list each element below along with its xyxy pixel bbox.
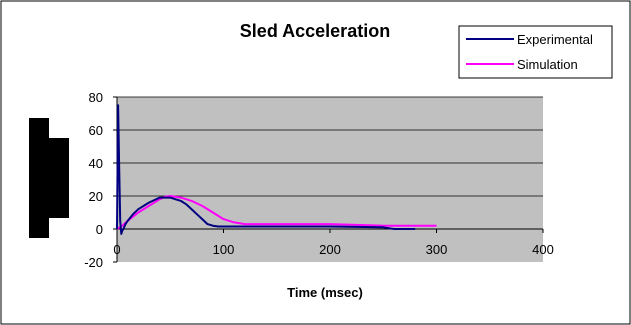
- y-tick-label: 40: [89, 156, 103, 171]
- x-tick-label: 400: [532, 242, 554, 257]
- y-tick-label: 80: [89, 90, 103, 105]
- y-tick-label: 20: [89, 189, 103, 204]
- legend: Experimental Simulation: [458, 25, 613, 79]
- x-tick-label: 200: [319, 242, 341, 257]
- legend-box: [458, 25, 613, 79]
- left-black-bar-1: [29, 118, 49, 238]
- x-axis-title: Time (msec): [287, 285, 363, 300]
- y-tick-label: 0: [96, 222, 103, 237]
- legend-label-experimental: Experimental: [517, 32, 593, 47]
- series-line-simulation: [116, 195, 437, 230]
- legend-label-simulation: Simulation: [517, 57, 578, 72]
- left-black-bar-2: [49, 138, 69, 218]
- plot-area: -200204060800100200300400: [84, 90, 554, 270]
- y-tick-label: 60: [89, 123, 103, 138]
- chart-title: Sled Acceleration: [240, 21, 390, 41]
- series-line-experimental: [116, 104, 416, 235]
- plot-background: [117, 97, 543, 262]
- x-tick-label: 100: [213, 242, 235, 257]
- y-tick-label: -20: [84, 255, 103, 270]
- x-tick-label: 300: [426, 242, 448, 257]
